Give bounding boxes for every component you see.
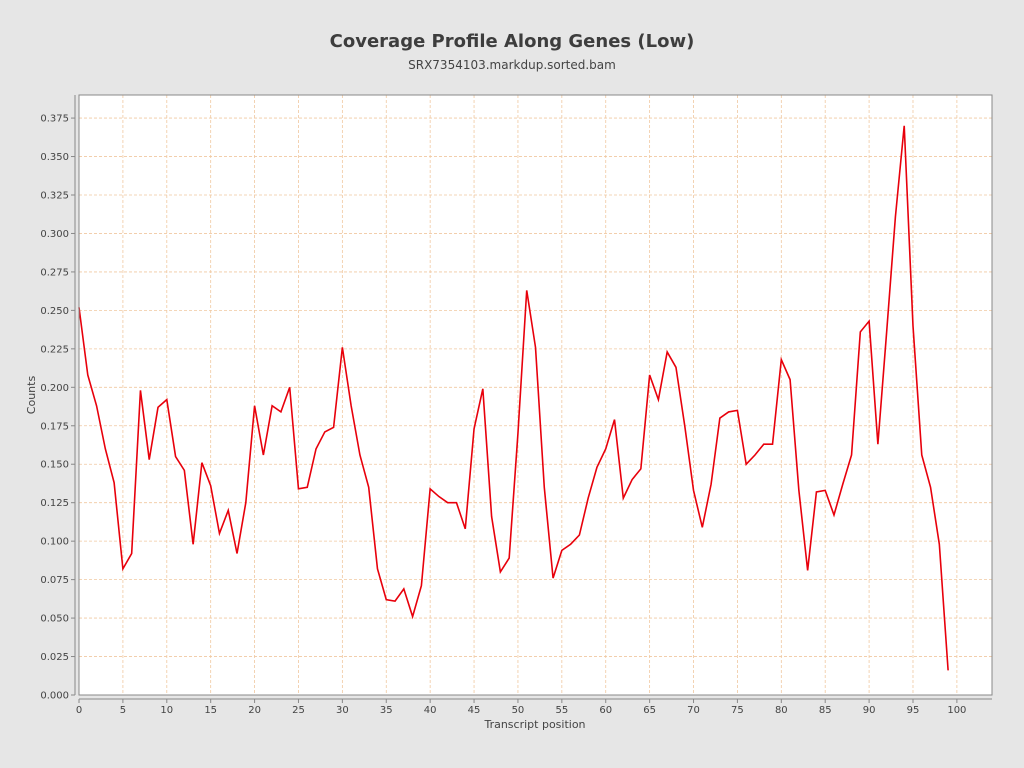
y-tick-label: 0.300 (40, 229, 69, 240)
x-tick-label: 65 (643, 705, 656, 716)
x-tick-label: 60 (599, 705, 612, 716)
x-tick-label: 5 (120, 705, 126, 716)
x-tick-label: 45 (468, 705, 481, 716)
y-tick-label: 0.225 (40, 344, 69, 355)
x-tick-label: 30 (336, 705, 349, 716)
x-tick-label: 70 (687, 705, 700, 716)
x-tick-label: 95 (907, 705, 920, 716)
y-tick-label: 0.375 (40, 114, 69, 125)
y-tick-label: 0.250 (40, 306, 69, 317)
x-tick-label: 35 (380, 705, 393, 716)
x-axis-ticks: 0 5 10 15 20 25 30 35 40 45 50 55 60 65 70 75 80 85 90 95 10… (76, 699, 966, 716)
x-tick-label: 50 (512, 705, 525, 716)
y-tick-label: 0.100 (40, 537, 69, 548)
y-tick-label: 0.350 (40, 152, 69, 163)
x-tick-label: 25 (292, 705, 305, 716)
x-axis-label: Transcript position (483, 718, 585, 731)
x-tick-label: 15 (204, 705, 217, 716)
plot-border (78, 94, 993, 696)
x-tick-label: 85 (819, 705, 832, 716)
y-tick-label: 0.125 (40, 498, 69, 509)
coverage-line (78, 125, 949, 671)
y-axis-ticks: 0.000 0.025 0.050 0.075 0.100 0.125 0.150 0.175… (40, 114, 75, 702)
x-tick-label: 100 (947, 705, 966, 716)
grid-lines (78, 95, 992, 696)
x-tick-label: 40 (424, 705, 437, 716)
y-axis-label: Counts (25, 376, 38, 415)
x-tick-label: 90 (863, 705, 876, 716)
y-tick-label: 0.000 (40, 691, 69, 702)
y-tick-label: 0.150 (40, 460, 69, 471)
y-tick-label: 0.050 (40, 614, 69, 625)
x-tick-label: 20 (248, 705, 261, 716)
y-tick-label: 0.275 (40, 267, 69, 278)
y-tick-label: 0.075 (40, 575, 69, 586)
x-tick-label: 80 (775, 705, 788, 716)
chart-subtitle: SRX7354103.markdup.sorted.bam (408, 58, 616, 72)
x-tick-label: 55 (555, 705, 568, 716)
y-tick-label: 0.200 (40, 383, 69, 394)
chart-title: Coverage Profile Along Genes (Low) (329, 31, 695, 52)
y-tick-label: 0.025 (40, 652, 69, 663)
x-tick-label: 0 (76, 705, 82, 716)
y-tick-label: 0.325 (40, 191, 69, 202)
x-tick-label: 10 (160, 705, 173, 716)
x-tick-label: 75 (731, 705, 744, 716)
y-tick-label: 0.175 (40, 421, 69, 432)
